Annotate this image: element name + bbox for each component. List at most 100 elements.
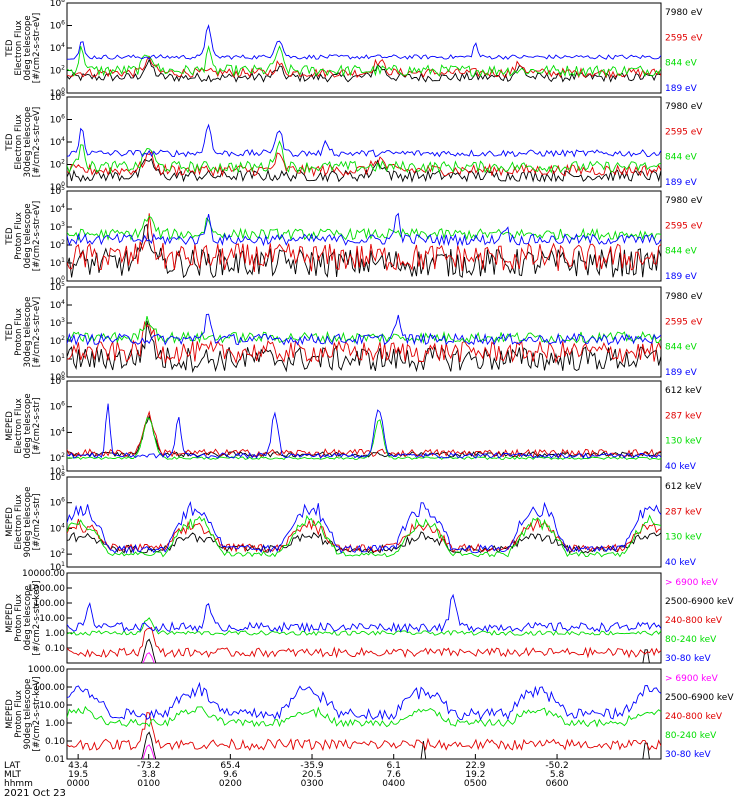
y-tick-label: 108: [50, 0, 65, 9]
series-line-4: [67, 123, 661, 158]
series-line-3: [67, 711, 661, 752]
y-tick-label: 1000.00: [28, 665, 65, 675]
series-line-2: [67, 150, 661, 178]
y-axis-label: 30deg telescope: [23, 107, 33, 178]
series-line-3: [67, 215, 661, 242]
y-axis-label: [#/cm2-s-str-keV]: [32, 581, 42, 656]
y-tick-label: 0.10: [45, 737, 65, 747]
y-axis-label: MEPED: [5, 603, 15, 633]
legend-entry: 30-80 keV: [665, 750, 711, 760]
legend-entry: 287 keV: [665, 411, 702, 421]
legend-entry: 844 eV: [665, 153, 698, 163]
series-line-1: [67, 223, 661, 279]
y-axis-label: Proton Flux: [14, 594, 24, 642]
series-line-5: [67, 681, 661, 721]
legend-entry: 2595 eV: [665, 127, 703, 137]
x-tick-label-hhmm: 0300: [301, 779, 324, 789]
y-axis-label: [#/cm2-s-str-keV]: [32, 677, 42, 752]
y-tick-label: 108: [50, 471, 65, 483]
panel-8: 0.01 0.10 1.00 10.00 100.00 1000.00 MEPED Proto…: [5, 665, 734, 765]
y-tick-label: 0.10: [45, 644, 65, 654]
panel-frame: [66, 380, 662, 472]
legend-entry: 2500-6900 keV: [665, 597, 734, 607]
x-tick-label-lat: 22.9: [465, 761, 485, 771]
y-axis-label: MEPED: [5, 411, 15, 441]
x-tick-label-hhmm: 0200: [219, 779, 242, 789]
series-line-4: [67, 705, 661, 728]
y-axis-label: [#/cm2-s-str-eV]: [32, 297, 42, 367]
series-line-3: [67, 140, 661, 174]
y-axis-label: 0deg telescope: [23, 393, 33, 458]
series-line-3: [67, 44, 661, 78]
panel-frame: [66, 476, 662, 568]
legend-entry: 287 keV: [665, 507, 702, 517]
y-tick-label: 10.00: [39, 614, 65, 624]
y-axis-label: TED: [5, 133, 15, 152]
y-tick-label: 104: [50, 203, 65, 215]
series-line-4: [67, 617, 661, 637]
legend-entry: 7980 eV: [665, 196, 703, 206]
y-axis-label: [#/cm2-s-str-eV]: [32, 201, 42, 271]
x-tick-label-mlt: 20.5: [302, 770, 322, 780]
y-axis-label: [#/cm2-s-str]: [32, 398, 42, 455]
legend-entry: 7980 eV: [665, 102, 703, 112]
series-line-3: [67, 417, 661, 460]
x-tick-label-mlt: 3.8: [142, 770, 157, 780]
legend-entry: 240-800 keV: [665, 616, 723, 626]
x-tick-label-mlt: 5.8: [550, 770, 565, 780]
legend-entry: 844 eV: [665, 247, 698, 257]
legend-entry: 844 eV: [665, 343, 698, 353]
y-tick-label: 1000.00: [28, 584, 65, 594]
legend-entry: 40 keV: [665, 462, 697, 472]
legend-entry: 80-240 keV: [665, 731, 717, 741]
y-tick-label: 106: [50, 20, 65, 32]
y-tick-label: 104: [50, 522, 65, 534]
legend-entry: 2595 eV: [665, 221, 703, 231]
y-tick-label: 105: [50, 185, 65, 197]
series-line-4: [67, 24, 661, 60]
x-tick-label-mlt: 19.2: [465, 770, 485, 780]
y-tick-label: 10000.00: [22, 569, 65, 579]
series-line-1: [67, 158, 661, 183]
y-tick-label: 104: [50, 42, 65, 54]
x-tick-label-mlt: 9.6: [223, 770, 238, 780]
y-tick-label: 106: [50, 114, 65, 126]
x-tick-label-hhmm: 0100: [137, 779, 160, 789]
series-line-5: [67, 593, 661, 633]
panel-frame: [66, 96, 662, 188]
y-axis-label: [#/cm2-s-str-eV]: [32, 13, 42, 83]
x-tick-label-lat: 43.4: [68, 761, 88, 771]
legend-entry: 40 keV: [665, 558, 697, 568]
y-axis-label: TED: [5, 227, 15, 246]
y-axis-label: Proton Flux: [14, 212, 24, 260]
y-tick-label: 106: [50, 497, 65, 509]
x-tick-label-lat: -73.2: [137, 761, 160, 771]
legend-entry: 2595 eV: [665, 317, 703, 327]
x-tick-label-hhmm: 0000: [67, 779, 90, 789]
y-tick-label: 108: [50, 91, 65, 103]
y-axis-label: Proton Flux: [14, 308, 24, 356]
series-line-3: [67, 514, 661, 558]
series-line-4: [67, 500, 661, 554]
legend-entry: 130 keV: [665, 533, 702, 543]
y-tick-label: 100.00: [34, 683, 66, 693]
legend-entry: 7980 eV: [665, 8, 703, 18]
y-axis-label: Electron Flux: [14, 20, 24, 75]
legend-entry: 189 eV: [665, 368, 698, 378]
legend-entry: 7980 eV: [665, 292, 703, 302]
y-axis-label: Electron Flux: [14, 114, 24, 169]
x-tick-label-lat: -50.2: [545, 761, 568, 771]
y-axis-label: 90deg telescope: [23, 679, 33, 750]
panel-frame: [66, 668, 662, 760]
y-tick-label: 102: [50, 159, 65, 171]
y-axis-label: [#/cm2-s-str]: [32, 494, 42, 551]
y-tick-label: 105: [50, 281, 65, 293]
y-axis-label: TED: [5, 39, 15, 58]
panel-frame: [66, 572, 662, 664]
y-tick-label: 102: [50, 239, 65, 251]
